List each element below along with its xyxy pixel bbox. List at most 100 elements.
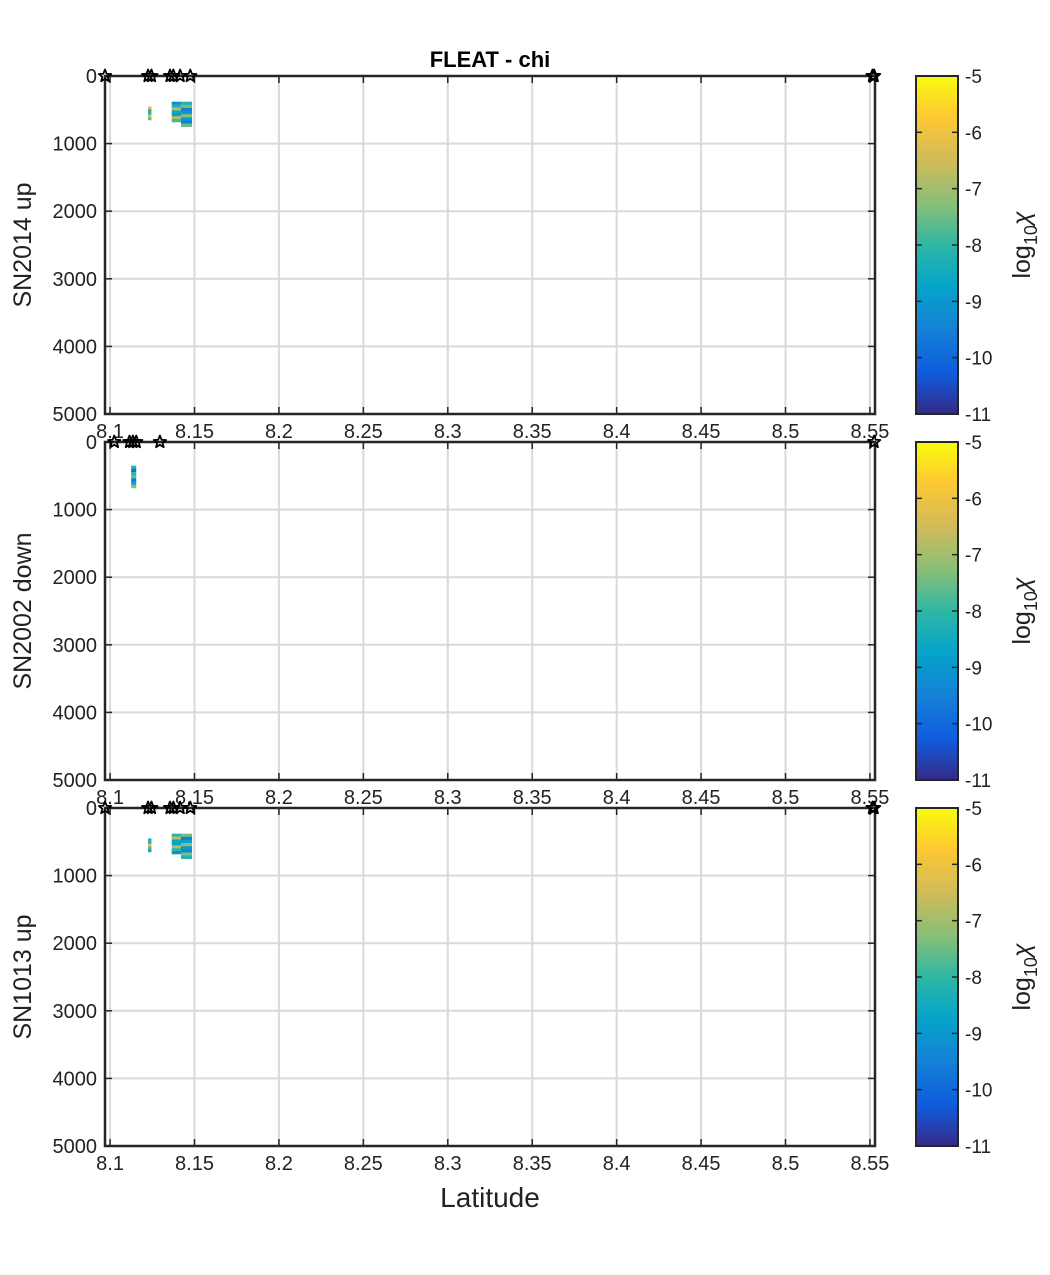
data-cell	[180, 123, 192, 127]
data-cell	[171, 116, 181, 120]
y-tick-label: 0	[86, 432, 97, 454]
colorbar: -5 -6 -7 -8 -9 -10 -11 log10χ	[915, 433, 1041, 792]
data-cell	[171, 851, 181, 855]
colorbar-tick-label: -7	[965, 180, 982, 201]
profile-star-marker	[867, 800, 882, 815]
data-cell	[131, 472, 137, 476]
y-tick-label: 3000	[53, 269, 98, 291]
x-tick-label: 8.55	[850, 1153, 889, 1175]
data-cell	[148, 109, 152, 113]
data-cell	[148, 849, 152, 853]
data-cell	[171, 833, 181, 837]
profile-star-marker	[97, 68, 113, 83]
data-cell	[171, 848, 181, 852]
y-axis-label: SN2014 up	[9, 182, 37, 307]
panels: 8.1 8.15 8.2 8.25 8.3 8.35 8.4 8.45 8.5 8.55 0 1000…	[9, 66, 1041, 1175]
colorbar-label: log10χ	[1008, 943, 1041, 1010]
colorbar-tick-label: -10	[965, 715, 992, 736]
profile-star-marker	[144, 800, 159, 815]
data-cell	[171, 110, 181, 114]
colorbar-tick-label: -10	[965, 1081, 992, 1102]
x-tick-label: 8.35	[513, 787, 552, 809]
data-cell	[180, 843, 192, 847]
x-tick-label: 8.15	[175, 787, 214, 809]
panel-2: 8.1 8.15 8.2 8.25 8.3 8.35 8.4 8.45 8.5 8.55 0 1000…	[9, 432, 1041, 809]
x-tick-label: 8.35	[513, 1153, 552, 1175]
x-tick-label: 8.3	[434, 787, 462, 809]
colorbar-gradient	[916, 76, 958, 414]
chart-title: FLEAT - chi	[430, 47, 551, 72]
data-cell	[180, 849, 192, 853]
y-axis-label: SN1013 up	[9, 914, 37, 1039]
colorbar: -5 -6 -7 -8 -9 -10 -11 log10χ	[915, 67, 1041, 426]
y-tick-label: 1000	[53, 134, 98, 156]
colorbar-tick-label: -7	[965, 546, 982, 567]
x-tick-label: 8.15	[175, 1153, 214, 1175]
colorbar-tick-label: -10	[965, 349, 992, 370]
x-tick-label: 8.4	[603, 1153, 631, 1175]
y-tick-label: 2000	[53, 933, 98, 955]
colorbar-tick-label: -9	[965, 292, 982, 313]
data-cell	[148, 111, 152, 115]
x-tick-label: 8.45	[682, 421, 721, 443]
data-cell	[131, 465, 137, 470]
data-cell	[131, 468, 137, 473]
x-tick-label: 8.1	[96, 1153, 124, 1175]
data-cell	[180, 107, 192, 112]
colorbar-gradient	[916, 808, 958, 1146]
colorbar-tick-label: -6	[965, 855, 982, 876]
colorbar-tick-label: -5	[965, 799, 982, 820]
colorbar-tick-label: -11	[965, 771, 991, 792]
data-cell	[180, 833, 192, 838]
colorbar-tick-label: -11	[965, 405, 991, 426]
x-tick-label: 8.25	[344, 421, 383, 443]
data-block	[180, 101, 192, 127]
y-tick-label: 1000	[53, 866, 98, 888]
data-cell	[180, 111, 192, 115]
y-tick-label: 0	[86, 798, 97, 820]
colorbar-tick-label: -11	[965, 1137, 991, 1158]
data-cell	[148, 843, 152, 847]
data-cell	[171, 842, 181, 846]
x-tick-label: 8.45	[682, 787, 721, 809]
y-tick-label: 4000	[53, 1068, 98, 1090]
x-tick-label: 8.55	[850, 421, 889, 443]
data-cell	[148, 838, 152, 842]
y-tick-label: 5000	[53, 404, 98, 426]
data-cell	[171, 836, 181, 840]
x-tick-label: 8.4	[603, 421, 631, 443]
data-block	[171, 101, 181, 123]
data-cell	[180, 839, 192, 844]
x-tick-label: 8.2	[265, 787, 293, 809]
profile-star-marker	[183, 800, 198, 815]
data-block	[171, 833, 181, 855]
profile-star-marker	[867, 434, 882, 449]
x-tick-label: 8.45	[682, 1153, 721, 1175]
x-axis-label: Latitude	[440, 1182, 540, 1213]
y-tick-label: 5000	[53, 1136, 98, 1158]
colorbar-label: log10χ	[1008, 577, 1041, 644]
data-cell	[131, 478, 137, 482]
profile-star-marker	[144, 68, 159, 83]
data-cell	[148, 841, 152, 845]
y-tick-label: 0	[86, 66, 97, 88]
data-cell	[148, 106, 152, 110]
x-tick-label: 8.25	[344, 787, 383, 809]
data-cell	[171, 107, 181, 111]
data-cell	[148, 114, 152, 118]
data-cell	[131, 484, 137, 489]
x-tick-label: 8.3	[434, 421, 462, 443]
colorbar-tick-label: -5	[965, 67, 982, 88]
axes-box	[103, 806, 877, 1148]
colorbar-tick-label: -9	[965, 1024, 982, 1045]
profile-star-marker	[129, 434, 144, 449]
y-tick-label: 2000	[53, 201, 98, 223]
data-cell	[131, 481, 137, 486]
x-tick-label: 8.5	[772, 421, 800, 443]
data-cell	[171, 119, 181, 123]
colorbar-tick-label: -8	[965, 236, 982, 257]
x-tick-label: 8.5	[772, 1153, 800, 1175]
data-cell	[180, 120, 192, 124]
profile-star-marker	[107, 434, 122, 449]
